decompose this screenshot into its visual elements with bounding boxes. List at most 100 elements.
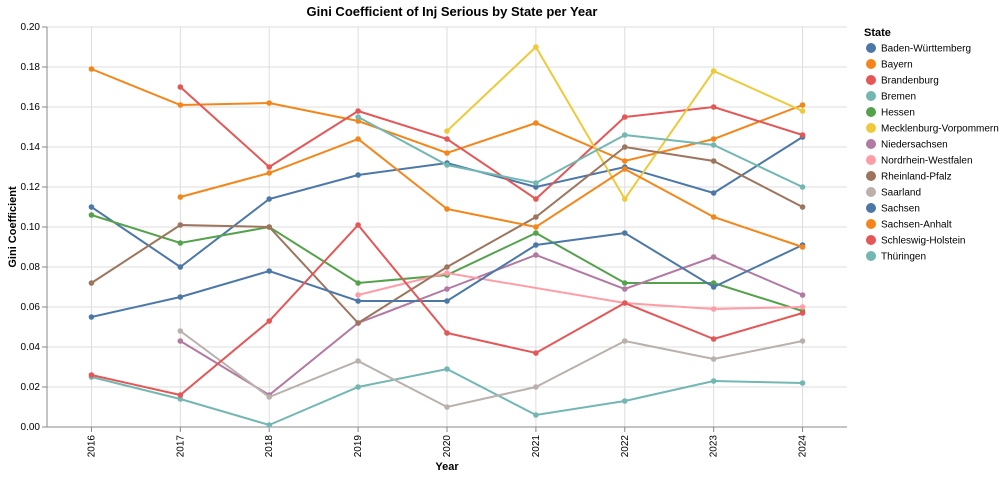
series-line (179, 86, 803, 201)
x-tick-label: 2017 (175, 435, 186, 458)
data-point (266, 196, 273, 202)
data-point (88, 314, 95, 320)
series (177, 84, 806, 202)
x-tick-label: 2022 (620, 435, 631, 458)
legend-item: Sachsen-Anhalt (866, 219, 952, 231)
data-point (88, 280, 95, 286)
data-point (444, 264, 450, 270)
data-point (799, 102, 806, 108)
data-point (444, 298, 450, 304)
data-point (710, 142, 717, 148)
data-point (177, 102, 184, 108)
data-point (710, 68, 717, 74)
data-point (355, 292, 361, 298)
data-point (710, 284, 717, 290)
data-point (355, 108, 361, 114)
data-point (266, 224, 273, 230)
legend-swatch (866, 91, 876, 101)
data-point (621, 286, 628, 292)
legend-label: Nordrhein-Westfalen (881, 156, 973, 167)
data-point (533, 214, 539, 220)
legend-swatch (866, 75, 876, 85)
legend-label: Niedersachsen (881, 140, 948, 151)
data-point (533, 184, 539, 190)
y-tick-label: 0.20 (21, 22, 41, 33)
y-tick-label: 0.14 (21, 142, 41, 153)
legend-item: Sachsen (866, 203, 920, 215)
data-point (355, 222, 361, 228)
data-point (799, 184, 806, 190)
series (177, 328, 806, 410)
series-line (179, 253, 803, 397)
legend-label: Rheinland-Pfalz (881, 172, 952, 183)
data-point (177, 328, 184, 334)
data-point (710, 158, 717, 164)
legend-label: Bayern (881, 60, 913, 71)
data-point (444, 136, 450, 142)
y-axis-title: Gini Coefficient (7, 186, 19, 268)
legend-swatch (866, 123, 876, 133)
x-tick-label: 2021 (531, 435, 542, 458)
data-point (266, 164, 273, 170)
data-point (533, 384, 539, 390)
y-tick-label: 0.08 (21, 262, 41, 273)
legend-swatch (866, 43, 876, 53)
legend-item: Rheinland-Pfalz (866, 171, 952, 183)
data-point (621, 398, 628, 404)
legend-swatch (866, 187, 876, 197)
y-tick-label: 0.00 (21, 422, 41, 433)
x-tick-label: 2019 (353, 435, 364, 458)
legend-item: Schleswig-Holstein (866, 235, 965, 247)
legend-label: Schleswig-Holstein (881, 236, 965, 247)
data-point (444, 286, 450, 292)
x-tick-label: 2023 (709, 435, 720, 458)
y-tick-label: 0.12 (21, 182, 41, 193)
data-point (710, 190, 717, 196)
series (88, 66, 806, 164)
data-point (710, 214, 717, 220)
data-point (88, 204, 95, 210)
legend-label: Thüringen (881, 252, 926, 263)
data-point (177, 264, 184, 270)
legend-label: Baden-Württemberg (881, 44, 971, 55)
data-point (621, 158, 628, 164)
legend-label: Saarland (881, 188, 921, 199)
data-point (444, 330, 450, 336)
data-point (533, 230, 539, 236)
legend-title: State (864, 27, 891, 39)
data-point (533, 252, 539, 258)
legend-label: Bremen (881, 92, 916, 103)
legend-item: Bayern (866, 59, 913, 71)
series (444, 44, 806, 202)
data-point (444, 270, 450, 276)
data-point (177, 84, 184, 90)
data-point (799, 310, 806, 316)
legend-item: Mecklenburg-Vorpommern (866, 123, 999, 135)
data-point (444, 206, 450, 212)
series (177, 136, 806, 250)
data-point (177, 294, 184, 300)
data-point (799, 338, 806, 344)
data-point (710, 136, 717, 142)
data-point (621, 230, 628, 236)
legend-swatch (866, 219, 876, 229)
data-point (533, 180, 539, 186)
legend-swatch (866, 251, 876, 261)
data-point (355, 136, 361, 142)
data-point (88, 212, 95, 218)
legend-label: Mecklenburg-Vorpommern (881, 124, 999, 135)
data-point (710, 306, 717, 312)
data-point (177, 194, 184, 200)
series (88, 222, 806, 398)
data-point (799, 108, 806, 114)
data-point (621, 280, 628, 286)
y-tick-label: 0.06 (21, 302, 41, 313)
data-point (621, 132, 628, 138)
data-point (710, 356, 717, 362)
y-tick-label: 0.04 (21, 342, 41, 353)
series (88, 366, 806, 428)
data-point (266, 100, 273, 106)
data-point (621, 114, 628, 120)
data-point (266, 422, 273, 428)
data-point (177, 240, 184, 246)
